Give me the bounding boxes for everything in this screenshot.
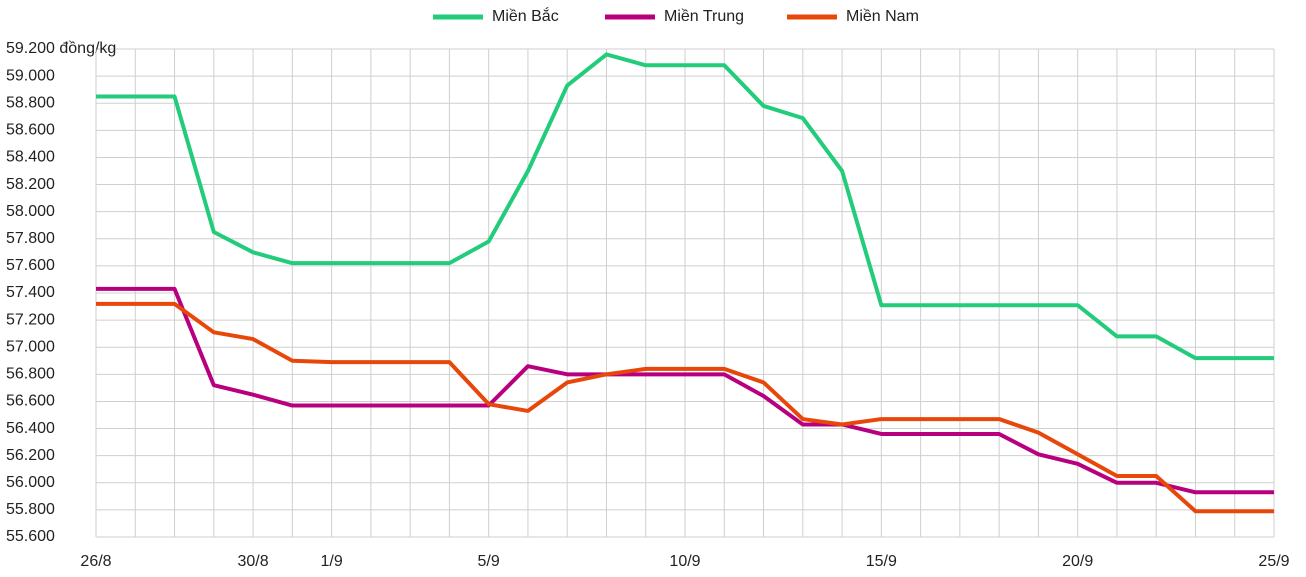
y-tick-label: 55.600 bbox=[6, 528, 55, 545]
x-tick-label: 10/9 bbox=[669, 553, 700, 570]
legend-label: Miền Trung bbox=[664, 8, 744, 25]
y-tick-label: 56.400 bbox=[6, 420, 55, 437]
x-tick-label: 30/8 bbox=[237, 553, 268, 570]
y-tick-label: 59.200 đồng/kg bbox=[6, 40, 116, 57]
x-tick-label: 25/9 bbox=[1258, 553, 1289, 570]
y-tick-label: 58.400 bbox=[6, 149, 55, 166]
y-tick-label: 58.000 bbox=[6, 203, 55, 220]
y-tick-label: 56.800 bbox=[6, 366, 55, 383]
series-line bbox=[96, 52, 1274, 361]
series-line bbox=[96, 301, 1274, 514]
y-tick-label: 56.000 bbox=[6, 474, 55, 491]
y-tick-label: 55.800 bbox=[6, 501, 55, 518]
legend-label: Miền Nam bbox=[846, 8, 919, 25]
x-tick-label: 20/9 bbox=[1062, 553, 1093, 570]
x-tick-label: 26/8 bbox=[80, 553, 111, 570]
y-tick-label: 57.600 bbox=[6, 257, 55, 274]
y-tick-label: 58.200 bbox=[6, 176, 55, 193]
y-tick-label: 56.200 bbox=[6, 447, 55, 464]
y-tick-label: 56.600 bbox=[6, 393, 55, 410]
legend-label: Miền Bắc bbox=[492, 6, 559, 25]
y-tick-label: 58.800 bbox=[6, 94, 55, 111]
y-tick-label: 59.000 bbox=[6, 67, 55, 84]
series-line bbox=[96, 286, 1274, 495]
y-tick-label: 57.400 bbox=[6, 284, 55, 301]
y-tick-label: 58.600 bbox=[6, 122, 55, 139]
y-tick-label: 57.200 bbox=[6, 311, 55, 328]
x-tick-label: 5/9 bbox=[478, 553, 500, 570]
y-tick-label: 57.000 bbox=[6, 338, 55, 355]
x-tick-label: 1/9 bbox=[320, 553, 342, 570]
x-tick-label: 15/9 bbox=[866, 553, 897, 570]
y-tick-label: 57.800 bbox=[6, 230, 55, 247]
